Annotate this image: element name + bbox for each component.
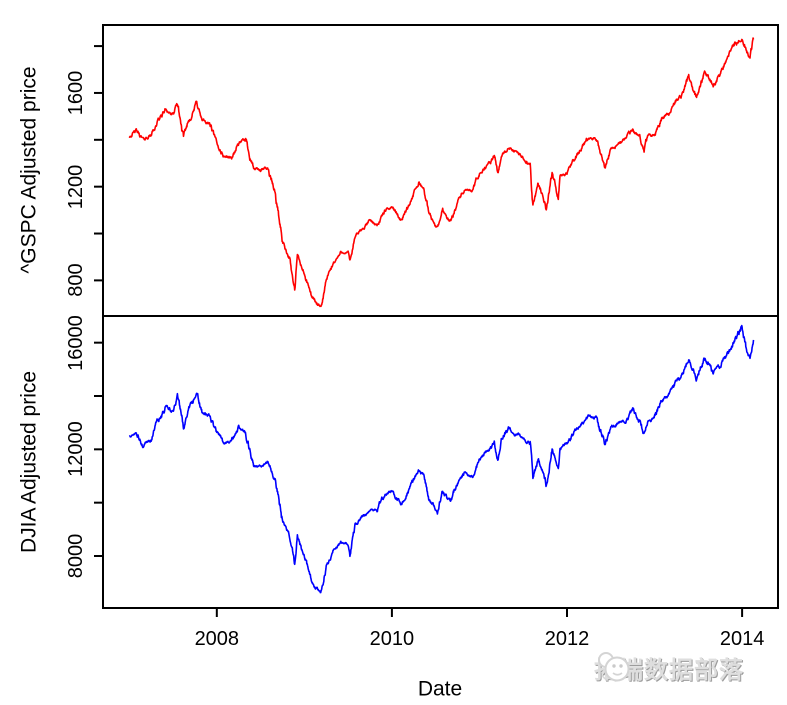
x-tick-label: 2010: [369, 628, 415, 650]
y-tick-label-djia: 16000: [65, 314, 87, 371]
x-tick-label: 2008: [194, 628, 240, 650]
gspc-panel-box: [102, 24, 779, 317]
djia-line-series: [128, 324, 755, 594]
x-axis-title: Date: [417, 677, 463, 701]
y-tick-label-gspc: 1600: [65, 70, 87, 116]
gspc-line-series: [128, 37, 755, 308]
x-tick-label: 2014: [719, 628, 765, 650]
y-tick-label-gspc: 800: [65, 263, 87, 298]
y-axis-title-gspc: ^GSPC Adjusted price: [17, 66, 41, 274]
y-tick-label-djia: 12000: [65, 421, 87, 478]
y-tick-label-djia: 8000: [65, 533, 87, 579]
x-tick-label: 2012: [544, 628, 590, 650]
y-tick-label-gspc: 1200: [65, 164, 87, 209]
djia-panel-box: [102, 315, 779, 609]
y-axis-title-djia: DJIA Adjusted price: [17, 370, 41, 554]
